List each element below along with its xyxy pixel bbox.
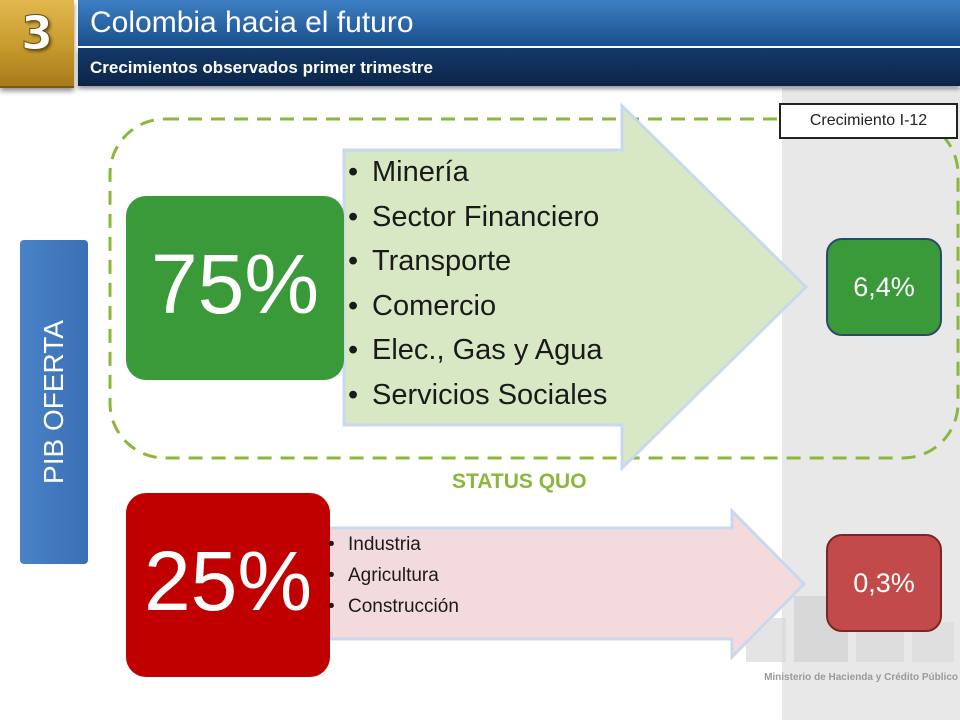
pib-oferta-bar — [20, 240, 88, 564]
list-item: Industria — [324, 529, 459, 560]
dashed-group-outline — [108, 117, 960, 460]
pib-oferta-label: PIB OFERTA — [38, 320, 69, 484]
list-item: Elec., Gas y Agua — [342, 328, 607, 373]
list-item: Comercio — [342, 284, 607, 329]
page-title: Colombia hacia el futuro — [90, 6, 414, 39]
section-badge: 3 — [0, 0, 74, 88]
section-number: 3 — [20, 6, 53, 61]
growth-column-header: Crecimiento I-12 — [779, 103, 958, 139]
list-item: Construcción — [324, 591, 459, 622]
list-item: Agricultura — [324, 560, 459, 591]
bottom-sector-list: Industria Agricultura Construcción — [324, 529, 459, 622]
ministry-footer: Ministerio de Hacienda y Crédito Público — [764, 672, 958, 683]
list-item: Minería — [342, 150, 607, 195]
bottom-growth-badge: 0,3% — [826, 534, 942, 632]
list-item: Sector Financiero — [342, 195, 607, 240]
subtitle-bar: Crecimientos observados primer trimestre — [78, 48, 960, 86]
bottom-share-box: 25% — [126, 493, 330, 677]
list-item: Servicios Sociales — [342, 373, 607, 418]
top-growth-badge: 6,4% — [826, 238, 942, 336]
title-bar: Colombia hacia el futuro — [78, 0, 960, 46]
status-quo-label: STATUS QUO — [452, 470, 587, 493]
top-share-box: 75% — [126, 196, 344, 380]
top-sector-list: Minería Sector Financiero Transporte Com… — [342, 150, 607, 417]
page-subtitle: Crecimientos observados primer trimestre — [90, 58, 433, 77]
list-item: Transporte — [342, 239, 607, 284]
